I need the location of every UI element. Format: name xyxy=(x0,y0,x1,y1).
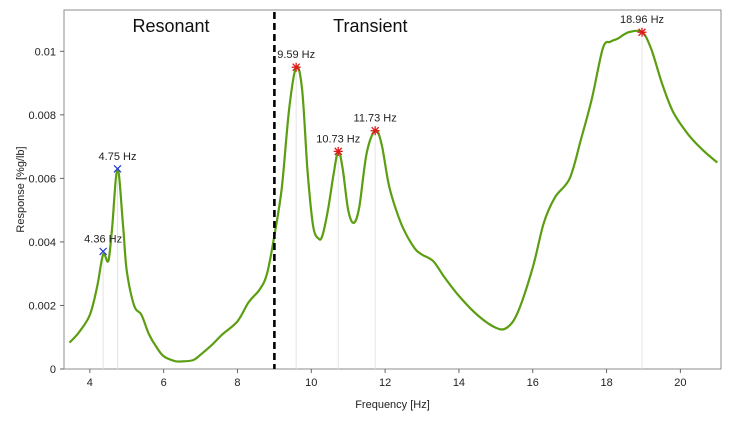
x-tick-label: 10 xyxy=(305,377,317,389)
x-tick-label: 16 xyxy=(527,377,539,389)
plot-area xyxy=(63,9,722,370)
y-tick-label: 0 xyxy=(50,364,56,376)
x-tick-label: 6 xyxy=(161,377,167,389)
y-tick-label: 0.004 xyxy=(28,237,56,249)
peak-label: 9.59 Hz xyxy=(277,49,315,61)
peak-marker xyxy=(637,27,647,37)
y-tick-label: 0.01 xyxy=(35,46,56,58)
marker-stroke xyxy=(113,164,122,173)
x-axis-title: Frequency [Hz] xyxy=(355,399,430,411)
peak-label: 18.96 Hz xyxy=(620,14,664,26)
peak-marker xyxy=(333,146,343,156)
peak-label: 10.73 Hz xyxy=(316,133,360,145)
peak-marker xyxy=(370,126,380,136)
region-label-transient: Transient xyxy=(333,16,407,36)
x-tick-label: 12 xyxy=(379,377,391,389)
y-tick-label: 0.006 xyxy=(28,173,56,185)
annotations: Resonant Transient 4.36 Hz 4.75 Hz 9.59 Hz 10… xyxy=(84,14,664,256)
region-label-resonant: Resonant xyxy=(133,16,210,36)
x-tick-label: 20 xyxy=(674,377,686,389)
peak-label: 4.75 Hz xyxy=(99,151,137,163)
y-tick-label: 0.002 xyxy=(28,300,56,312)
peak-label: 4.36 Hz xyxy=(84,233,122,245)
axes: 4 6 8 10 12 14 16 18 20 0 0.002 0.004 0.006 0.008 0.01… xyxy=(15,46,687,411)
x-tick-label: 18 xyxy=(600,377,612,389)
peak-label: 11.73 Hz xyxy=(354,113,397,125)
peak-marker xyxy=(113,164,122,173)
x-tick-label: 8 xyxy=(234,377,240,389)
x-tick-label: 4 xyxy=(87,377,93,389)
peak-marker xyxy=(99,247,108,256)
peak-marker xyxy=(291,62,301,72)
x-tick-label: 14 xyxy=(453,377,465,389)
y-axis-title: Response [%g/lb] xyxy=(15,146,27,232)
y-tick-label: 0.008 xyxy=(28,110,56,122)
marker-stroke xyxy=(99,247,108,256)
